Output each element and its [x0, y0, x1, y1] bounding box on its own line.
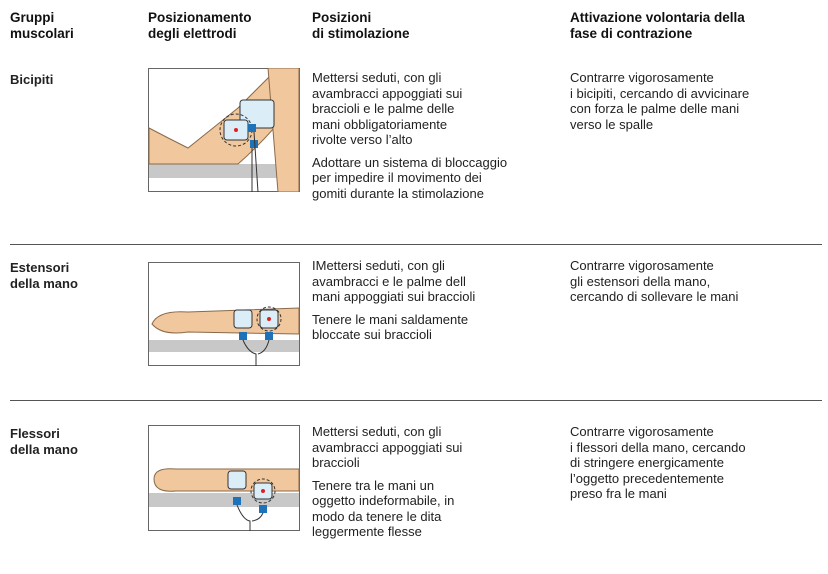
position-paragraph: Mettersi seduti, con gli avambracci appog…: [312, 424, 462, 471]
position-line: leggermente flesse: [312, 524, 422, 539]
position-line: avambracci appoggiati sui: [312, 85, 463, 101]
position-line: avambracci e le palme dell: [312, 273, 466, 289]
position-paragraph: Adottare un sistema di bloccaggio per imp…: [312, 155, 507, 202]
position-line: Mettersi seduti, con gli: [312, 424, 442, 439]
position-line: gomiti durante la stimolazione: [312, 185, 484, 201]
group-line: Flessori: [10, 426, 60, 441]
muscle-group: Bicipiti: [10, 72, 53, 88]
group-line: della mano: [10, 441, 78, 457]
activation-line: Contrarre vigorosamente: [570, 424, 714, 439]
position-line: rivolte verso l’alto: [312, 132, 413, 147]
header-line: Gruppi: [10, 10, 55, 25]
activation: Contrarre vigorosamente i bicipiti, cerca…: [570, 70, 749, 132]
header-line: degli elettrodi: [148, 26, 237, 41]
activation-line: preso fra le mani: [570, 486, 667, 501]
position-paragraph: Tenere tra le mani un oggetto indeformabi…: [312, 478, 462, 540]
activation-line: i bicipiti, cercando di avvicinare: [570, 85, 750, 101]
header-line: Attivazione volontaria della: [570, 10, 745, 25]
muscle-group: Estensori della mano: [10, 260, 78, 291]
activation-line: con forza le palme delle mani: [570, 101, 740, 116]
activation-line: gli estensori della mano,: [570, 273, 711, 289]
position-line: Tenere le mani saldamente: [312, 311, 469, 327]
activation: Contrarre vigorosamente gli estensori del…: [570, 258, 738, 305]
position-line: Mettersi seduti, con gli: [312, 70, 442, 85]
header-line: muscolari: [10, 26, 74, 41]
positions: IMettersi seduti, con gli avambracci e le…: [312, 258, 475, 350]
positions: Mettersi seduti, con gli avambracci appog…: [312, 70, 507, 208]
activation-line: di stringere energicamente: [570, 455, 724, 470]
header-line: fase di contrazione: [570, 26, 693, 41]
header-cell: Posizioni di stimolazione: [312, 10, 410, 42]
group-line: Estensori: [10, 260, 70, 275]
position-paragraph: Tenere le mani saldamente bloccate sui br…: [312, 312, 475, 343]
position-line: mani obbligatoriamente: [312, 116, 448, 132]
activation-line: l’oggetto precedentemente: [570, 470, 724, 486]
position-line: oggetto indeformabile, in: [312, 493, 455, 508]
header-line: Posizionamento: [148, 10, 252, 25]
positions: Mettersi seduti, con gli avambracci appog…: [312, 424, 462, 547]
header-cell: Posizionamento degli elettrodi: [148, 10, 252, 42]
activation-line: i flessori della mano, cercando: [570, 439, 746, 455]
activation-line: cercando di sollevare le mani: [570, 289, 739, 304]
position-line: bloccate sui braccioli: [312, 327, 432, 342]
illustration-biceps: [148, 68, 300, 192]
header-cell: Attivazione volontaria della fase di cont…: [570, 10, 745, 42]
position-line: IMettersi seduti, con gli: [312, 258, 445, 273]
illustration-extensors: [148, 262, 300, 366]
muscle-group: Flessori della mano: [10, 426, 78, 457]
group-line: Bicipiti: [10, 72, 54, 87]
position-line: Tenere tra le mani un: [312, 477, 435, 493]
position-line: braccioli: [312, 455, 360, 470]
position-paragraph: Mettersi seduti, con gli avambracci appog…: [312, 70, 507, 148]
illustration-flexors: [148, 425, 300, 531]
activation-line: Contrarre vigorosamente: [570, 70, 714, 85]
activation-line: verso le spalle: [570, 116, 654, 132]
position-line: per impedire il movimento dei: [312, 170, 482, 185]
position-line: mani appoggiati sui braccioli: [312, 289, 476, 304]
header-line: Posizioni: [312, 10, 372, 25]
group-line: della mano: [10, 275, 78, 291]
header-line: di stimolazione: [312, 26, 410, 41]
row-divider: [10, 400, 822, 401]
activation: Contrarre vigorosamente i flessori della …: [570, 424, 746, 502]
activation-line: Contrarre vigorosamente: [570, 258, 714, 273]
position-paragraph: IMettersi seduti, con gli avambracci e le…: [312, 258, 475, 305]
position-line: modo da tenere le dita: [312, 508, 442, 524]
position-line: avambracci appoggiati sui: [312, 439, 463, 455]
row-divider: [10, 244, 822, 245]
header-cell: Gruppi muscolari: [10, 10, 74, 42]
position-line: braccioli e le palme delle: [312, 101, 455, 116]
position-line: Adottare un sistema di bloccaggio: [312, 154, 508, 170]
